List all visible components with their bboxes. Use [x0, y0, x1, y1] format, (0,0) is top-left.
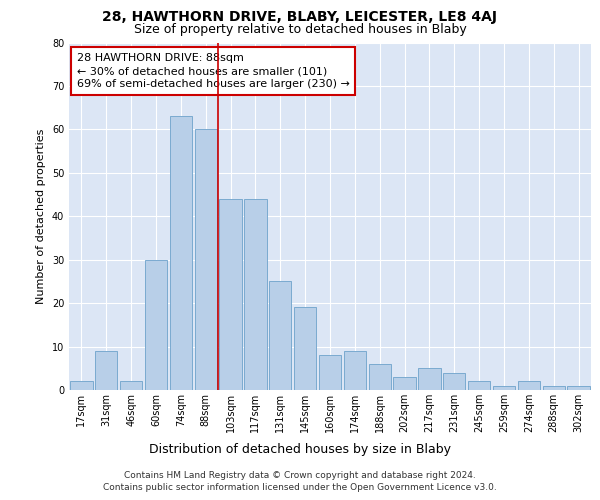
Bar [220, 199, 242, 390]
Text: Size of property relative to detached houses in Blaby: Size of property relative to detached ho… [134, 22, 466, 36]
Text: 28, HAWTHORN DRIVE, BLABY, LEICESTER, LE8 4AJ: 28, HAWTHORN DRIVE, BLABY, LEICESTER, LE… [103, 10, 497, 24]
Bar [120, 382, 142, 390]
Bar [518, 382, 540, 390]
Bar [294, 308, 316, 390]
Bar [344, 351, 366, 390]
Text: Contains HM Land Registry data © Crown copyright and database right 2024.: Contains HM Land Registry data © Crown c… [124, 472, 476, 480]
Bar [194, 130, 217, 390]
Bar [468, 382, 490, 390]
Bar [269, 282, 292, 390]
Bar [368, 364, 391, 390]
Bar [418, 368, 440, 390]
Bar [319, 355, 341, 390]
Bar [145, 260, 167, 390]
Bar [170, 116, 192, 390]
Bar [493, 386, 515, 390]
Bar [244, 199, 266, 390]
Y-axis label: Number of detached properties: Number of detached properties [36, 128, 46, 304]
Text: Contains public sector information licensed under the Open Government Licence v3: Contains public sector information licen… [103, 484, 497, 492]
Bar [70, 382, 92, 390]
Bar [95, 351, 118, 390]
Text: Distribution of detached houses by size in Blaby: Distribution of detached houses by size … [149, 442, 451, 456]
Bar [568, 386, 590, 390]
Bar [443, 372, 466, 390]
Text: 28 HAWTHORN DRIVE: 88sqm
← 30% of detached houses are smaller (101)
69% of semi-: 28 HAWTHORN DRIVE: 88sqm ← 30% of detach… [77, 53, 350, 90]
Bar [394, 377, 416, 390]
Bar [542, 386, 565, 390]
